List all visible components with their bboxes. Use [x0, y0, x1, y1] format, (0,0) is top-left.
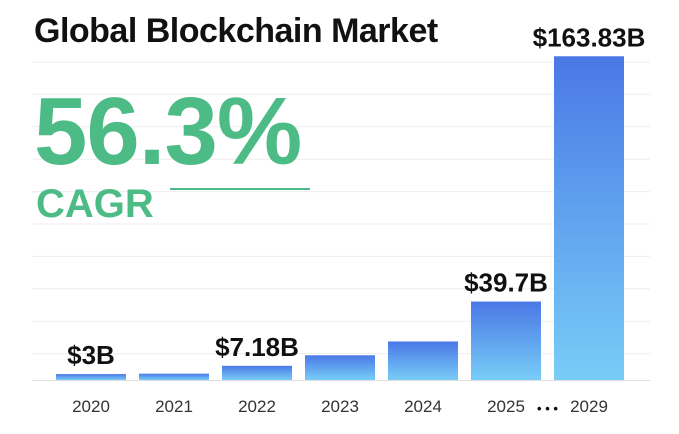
- cagr-underline: [170, 188, 310, 190]
- x-tick-label-2029: 2029: [570, 397, 608, 416]
- x-tick-label-2022: 2022: [238, 397, 276, 416]
- axis-break-ellipsis: • • •: [537, 401, 558, 416]
- x-tick-label-2021: 2021: [155, 397, 193, 416]
- bar-2021: [139, 373, 209, 380]
- bar-2029: [554, 56, 624, 381]
- x-tick-label-2024: 2024: [404, 397, 442, 416]
- cagr-value: 56.3%: [34, 78, 302, 185]
- bar-2025: [471, 301, 541, 380]
- gridlines: [32, 61, 650, 355]
- x-tick-label-2023: 2023: [321, 397, 359, 416]
- data-label-2022: $7.18B: [215, 332, 299, 362]
- data-label-2025: $39.7B: [464, 268, 548, 298]
- data-label-2020: $3B: [67, 340, 115, 370]
- chart-title: Global Blockchain Market: [34, 12, 438, 50]
- data-label-2029: $163.83B: [533, 22, 646, 52]
- bar-2022: [222, 365, 292, 380]
- x-tick-label-2025: 2025: [487, 397, 525, 416]
- bar-2020: [56, 374, 126, 380]
- x-tick-label-2020: 2020: [72, 397, 110, 416]
- cagr-label: CAGR: [36, 182, 154, 226]
- bar-2024: [388, 341, 458, 380]
- bar-2023: [305, 355, 375, 380]
